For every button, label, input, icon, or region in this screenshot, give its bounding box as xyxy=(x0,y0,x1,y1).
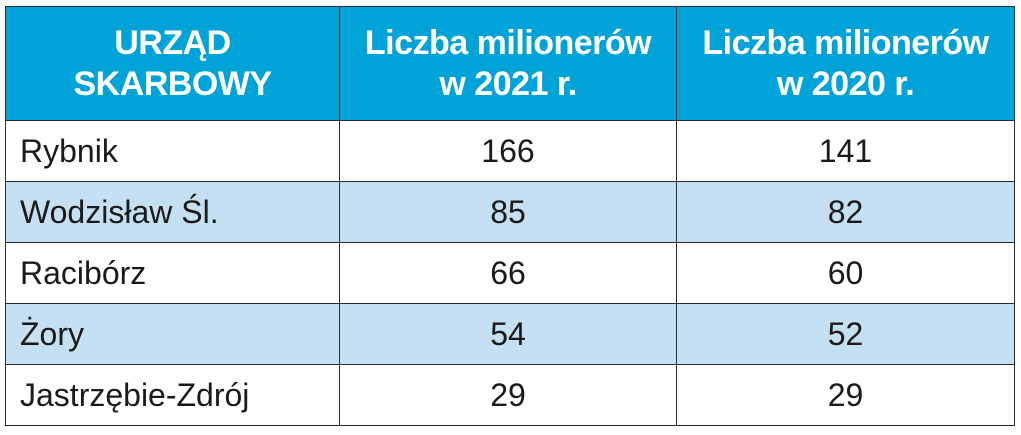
header-count-2021-line1: Liczba milionerów xyxy=(364,23,652,62)
office-cell: Żory xyxy=(5,303,340,365)
office-cell: Racibórz xyxy=(5,242,340,304)
table-header: URZĄD SKARBOWY Liczba milionerów w 2021 … xyxy=(5,6,1015,121)
header-tax-office-line1: URZĄD xyxy=(114,23,231,62)
header-row: URZĄD SKARBOWY Liczba milionerów w 2021 … xyxy=(5,6,1015,121)
header-count-2021-line2: w 2021 r. xyxy=(439,64,577,103)
table-body: Rybnik 166 141 Wodzisław Śl. 85 82 Racib… xyxy=(5,120,1015,426)
count-2020-cell: 141 xyxy=(676,120,1015,182)
count-2021-cell: 166 xyxy=(339,120,677,182)
count-2020-cell: 29 xyxy=(676,364,1015,426)
count-2021-cell: 29 xyxy=(339,364,677,426)
office-cell: Jastrzębie-Zdrój xyxy=(5,364,340,426)
count-2021-cell: 66 xyxy=(339,242,677,304)
table-row: Wodzisław Śl. 85 82 xyxy=(5,181,1015,243)
millionaires-table: URZĄD SKARBOWY Liczba milionerów w 2021 … xyxy=(5,6,1015,426)
header-count-2020-line1: Liczba milionerów xyxy=(702,23,989,62)
count-2020-cell: 52 xyxy=(676,303,1015,365)
count-2021-cell: 85 xyxy=(339,181,677,243)
header-tax-office-line2: SKARBOWY xyxy=(73,64,272,103)
table-row: Racibórz 66 60 xyxy=(5,242,1015,304)
table-row: Rybnik 166 141 xyxy=(5,120,1015,182)
count-2020-cell: 60 xyxy=(676,242,1015,304)
header-count-2021: Liczba milionerów w 2021 r. xyxy=(339,6,677,121)
millionaires-table-container: URZĄD SKARBOWY Liczba milionerów w 2021 … xyxy=(5,6,1015,429)
header-tax-office: URZĄD SKARBOWY xyxy=(5,6,340,121)
count-2021-cell: 54 xyxy=(339,303,677,365)
count-2020-cell: 82 xyxy=(676,181,1015,243)
header-count-2020-line2: w 2020 r. xyxy=(776,64,915,103)
table-row: Jastrzębie-Zdrój 29 29 xyxy=(5,364,1015,426)
office-cell: Wodzisław Śl. xyxy=(5,181,340,243)
header-count-2020: Liczba milionerów w 2020 r. xyxy=(676,6,1015,121)
table-row: Żory 54 52 xyxy=(5,303,1015,365)
office-cell: Rybnik xyxy=(5,120,340,182)
